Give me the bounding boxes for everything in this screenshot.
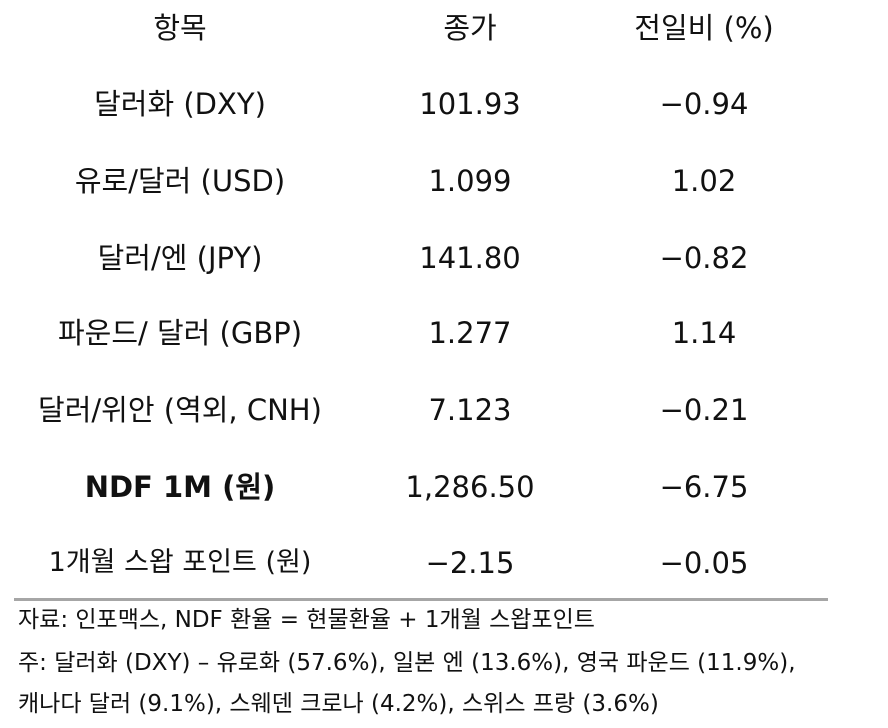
- row-close: 101.93: [419, 87, 521, 121]
- table-row-highlight: NDF 1M (원) 1,286.50 −6.75: [0, 467, 888, 507]
- table-row: 달러화 (DXY) 101.93 −0.94: [0, 84, 888, 124]
- row-item: 달러/위안 (역외, CNH): [38, 393, 322, 427]
- footnote-line-1: 주: 달러화 (DXY) – 유로화 (57.6%), 일본 엔 (13.6%)…: [18, 650, 796, 676]
- row-item: 유로/달러 (USD): [74, 164, 286, 198]
- row-close: 7.123: [428, 393, 512, 427]
- table-row: 파운드/ 달러 (GBP) 1.277 1.14: [0, 313, 888, 353]
- row-change: −0.21: [659, 393, 749, 427]
- source-note: 자료: 인포맥스, NDF 환율 = 현물환율 + 1개월 스왑포인트: [18, 607, 595, 633]
- table-row: 유로/달러 (USD) 1.099 1.02: [0, 161, 888, 201]
- row-close: 141.80: [419, 241, 521, 275]
- header-item: 항목: [153, 11, 207, 45]
- header-close: 종가: [443, 11, 497, 45]
- table-row: 달러/위안 (역외, CNH) 7.123 −0.21: [0, 390, 888, 430]
- row-close: 1.277: [428, 316, 512, 350]
- table-divider: [14, 598, 828, 601]
- row-change: −0.82: [659, 241, 749, 275]
- table-header-row: 항목 종가 전일비 (%): [0, 8, 888, 48]
- row-close: 1.099: [428, 164, 512, 198]
- header-change: 전일비 (%): [634, 11, 774, 45]
- footnote-line-2: 캐나다 달러 (9.1%), 스웨덴 크로나 (4.2%), 스위스 프랑 (3…: [18, 691, 659, 717]
- row-close: −2.15: [425, 546, 515, 580]
- row-change: 1.14: [671, 316, 737, 350]
- row-close: 1,286.50: [405, 470, 535, 504]
- row-change: −6.75: [659, 470, 749, 504]
- row-change: 1.02: [671, 164, 737, 198]
- table-row: 달러/엔 (JPY) 141.80 −0.82: [0, 238, 888, 278]
- row-item: 1개월 스왑 포인트 (원): [48, 547, 312, 578]
- row-item: NDF 1M (원): [84, 470, 276, 504]
- row-change: −0.05: [659, 546, 749, 580]
- row-item: 달러/엔 (JPY): [97, 241, 263, 275]
- row-item: 파운드/ 달러 (GBP): [57, 316, 303, 350]
- table-row: 1개월 스왑 포인트 (원) −2.15 −0.05: [0, 543, 888, 583]
- row-change: −0.94: [659, 87, 749, 121]
- row-item: 달러화 (DXY): [94, 87, 266, 121]
